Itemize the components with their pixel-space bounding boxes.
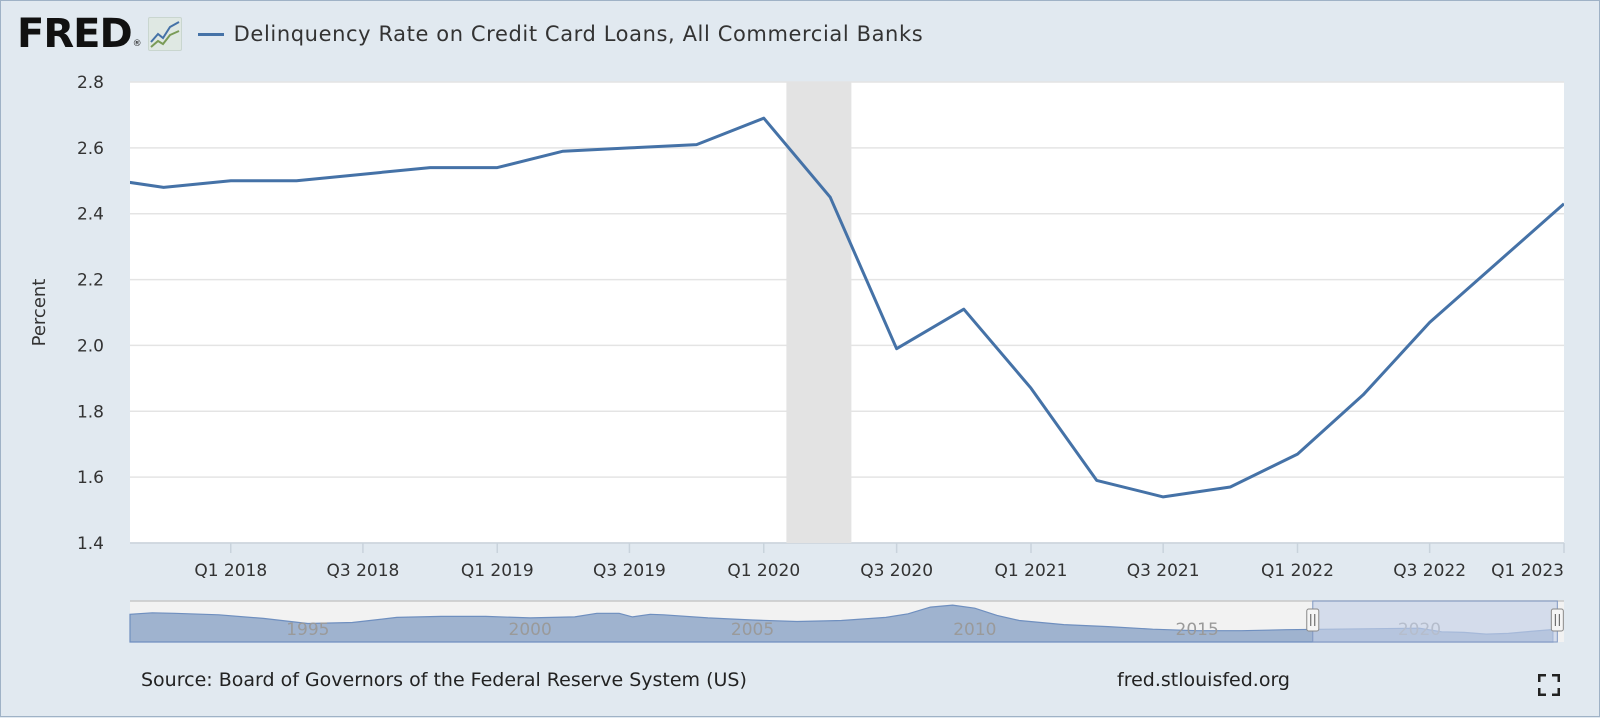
y-tick-label: 2.0 [77,336,104,356]
x-tick-label: Q1 2021 [995,561,1068,581]
line-graph-icon[interactable] [147,17,182,51]
range-navigator[interactable]: 199520002005201020152020 [129,600,1564,643]
x-tick-label: Q1 2019 [461,561,534,581]
navigator-year-label: 2010 [953,620,996,640]
y-tick-label: 1.8 [77,402,104,422]
chart-header: FRED ® Delinquency Rate on Credit Card L… [17,11,923,57]
navigator-year-label: 2015 [1176,620,1219,640]
data-point [294,179,298,183]
navigator-left-handle[interactable] [1306,608,1320,632]
handle-body [1550,608,1564,632]
data-point [229,179,233,183]
x-axis-ticks: Q1 2018 Q3 2018 Q1 2019 Q3 2019 Q1 2020 Q3 20… [194,543,1565,581]
x-tick-label: Q3 2022 [1393,561,1466,581]
y-axis-ticks: 1.4 1.6 1.8 2.0 2.2 2.4 2.6 2.8 [77,73,104,554]
y-tick-label: 1.4 [77,534,104,554]
data-point [1295,452,1299,456]
data-point [1161,495,1165,499]
y-tick-label: 2.8 [77,73,104,93]
x-tick-label: Q3 2020 [860,561,933,581]
legend-swatch [197,32,224,36]
data-point [1095,478,1099,482]
data-point [561,149,565,153]
y-tick-label: 1.6 [77,468,104,488]
y-tick-label: 2.6 [77,139,104,159]
navigator-selection [1312,600,1558,643]
series-line[interactable] [96,116,1564,499]
recession-shading [786,82,852,543]
data-point [762,116,766,120]
fullscreen-icon[interactable] [1537,673,1561,697]
data-point [428,166,432,170]
registered-mark: ® [132,39,142,49]
data-point [495,166,499,170]
x-tick-label: Q3 2019 [593,561,666,581]
x-tick-label: Q3 2018 [326,561,399,581]
data-point [1562,202,1566,206]
data-point [1495,261,1499,265]
navigator-year-label: 2000 [509,620,552,640]
data-point [828,195,832,199]
y-tick-label: 2.2 [77,271,104,291]
series-title[interactable]: Delinquency Rate on Credit Card Loans, A… [233,22,924,46]
y-tick-label: 2.4 [77,205,104,225]
data-point [1228,485,1232,489]
data-point [1029,386,1033,390]
x-tick-label: Q1 2020 [727,561,800,581]
handle-body [1306,608,1320,632]
x-tick-label: Q3 2021 [1127,561,1200,581]
data-point [361,172,365,176]
data-point [162,185,166,189]
data-point [962,307,966,311]
site-link[interactable]: fred.stlouisfed.org [1117,669,1290,691]
x-tick-label: Q1 2022 [1261,561,1334,581]
fred-logo[interactable]: FRED [17,11,133,57]
data-point [695,143,699,147]
data-point [1428,320,1432,324]
navigator-year-label: 2005 [731,620,774,640]
x-tick-label: Q1 2018 [194,561,267,581]
y-axis-title: Percent [29,279,50,347]
navigator-right-handle[interactable] [1550,608,1564,632]
source-note: Source: Board of Governors of the Federa… [141,669,747,691]
data-point [1361,393,1365,397]
x-tick-label: Q1 2023 [1491,561,1564,581]
navigator-year-label: 1995 [286,620,329,640]
data-point [627,146,631,150]
data-point [94,175,98,179]
data-point [895,347,899,351]
